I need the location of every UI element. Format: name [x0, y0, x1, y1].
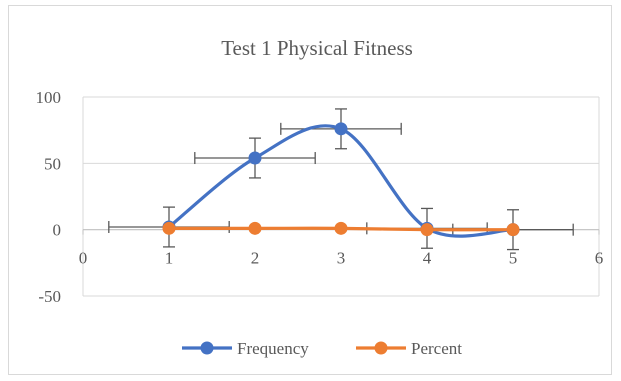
data-point-percent — [248, 221, 262, 235]
x-tick-label: 0 — [79, 249, 88, 268]
x-tick-label: 3 — [337, 249, 346, 268]
data-point-frequency — [334, 122, 348, 136]
legend: Frequency Percent — [182, 339, 462, 358]
data-point-percent — [420, 223, 434, 237]
x-tick-label: 2 — [251, 249, 260, 268]
data-point-percent — [162, 221, 176, 235]
x-tick-label: 5 — [509, 249, 518, 268]
data-point-percent — [334, 221, 348, 235]
data-point-percent — [506, 223, 520, 237]
legend-swatch-marker — [200, 341, 214, 355]
y-tick-label: 50 — [44, 154, 61, 173]
chart-title: Test 1 Physical Fitness — [221, 36, 413, 60]
data-point-frequency — [248, 151, 262, 165]
gridlines — [82, 96, 600, 297]
legend-swatch-marker — [374, 341, 388, 355]
y-tick-label: -50 — [38, 287, 61, 306]
series-points — [162, 122, 520, 237]
legend-label: Frequency — [237, 339, 309, 358]
x-tick-label: 6 — [595, 249, 604, 268]
legend-label: Percent — [411, 339, 462, 358]
y-tick-label: 0 — [53, 221, 62, 240]
x-tick-label: 4 — [423, 249, 432, 268]
y-tick-label: 100 — [36, 88, 62, 107]
x-tick-label: 1 — [165, 249, 174, 268]
chart-frame — [8, 5, 612, 375]
axes: 100 50 0 -50 0 1 2 3 4 5 6 — [36, 88, 604, 306]
